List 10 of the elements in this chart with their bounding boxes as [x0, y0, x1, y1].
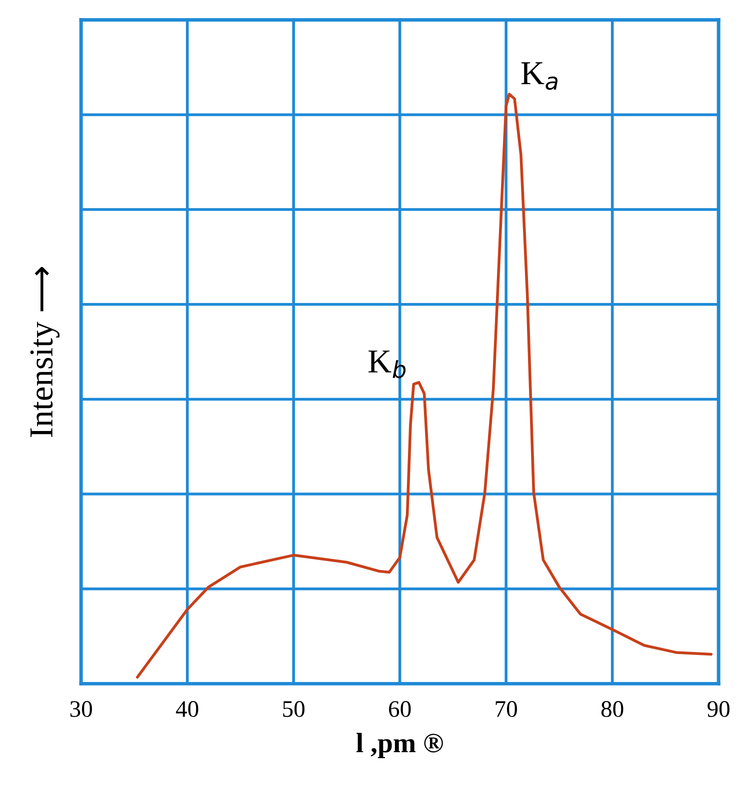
x-tick-label: 40 — [176, 701, 198, 717]
x-tick-label: 80 — [601, 701, 624, 717]
x-tick-label: 90 — [708, 701, 730, 717]
annotation: K$_{a}$ — [521, 62, 558, 90]
y-axis-title: Intensity ⟶ — [30, 267, 60, 437]
x-tick-label: 60 — [389, 701, 411, 717]
x-tick-label: 50 — [283, 701, 304, 717]
x-axis-title: l ,pm ® — [356, 732, 443, 758]
x-tick-label: 70 — [496, 701, 517, 717]
x-tick-label: 30 — [70, 701, 92, 717]
